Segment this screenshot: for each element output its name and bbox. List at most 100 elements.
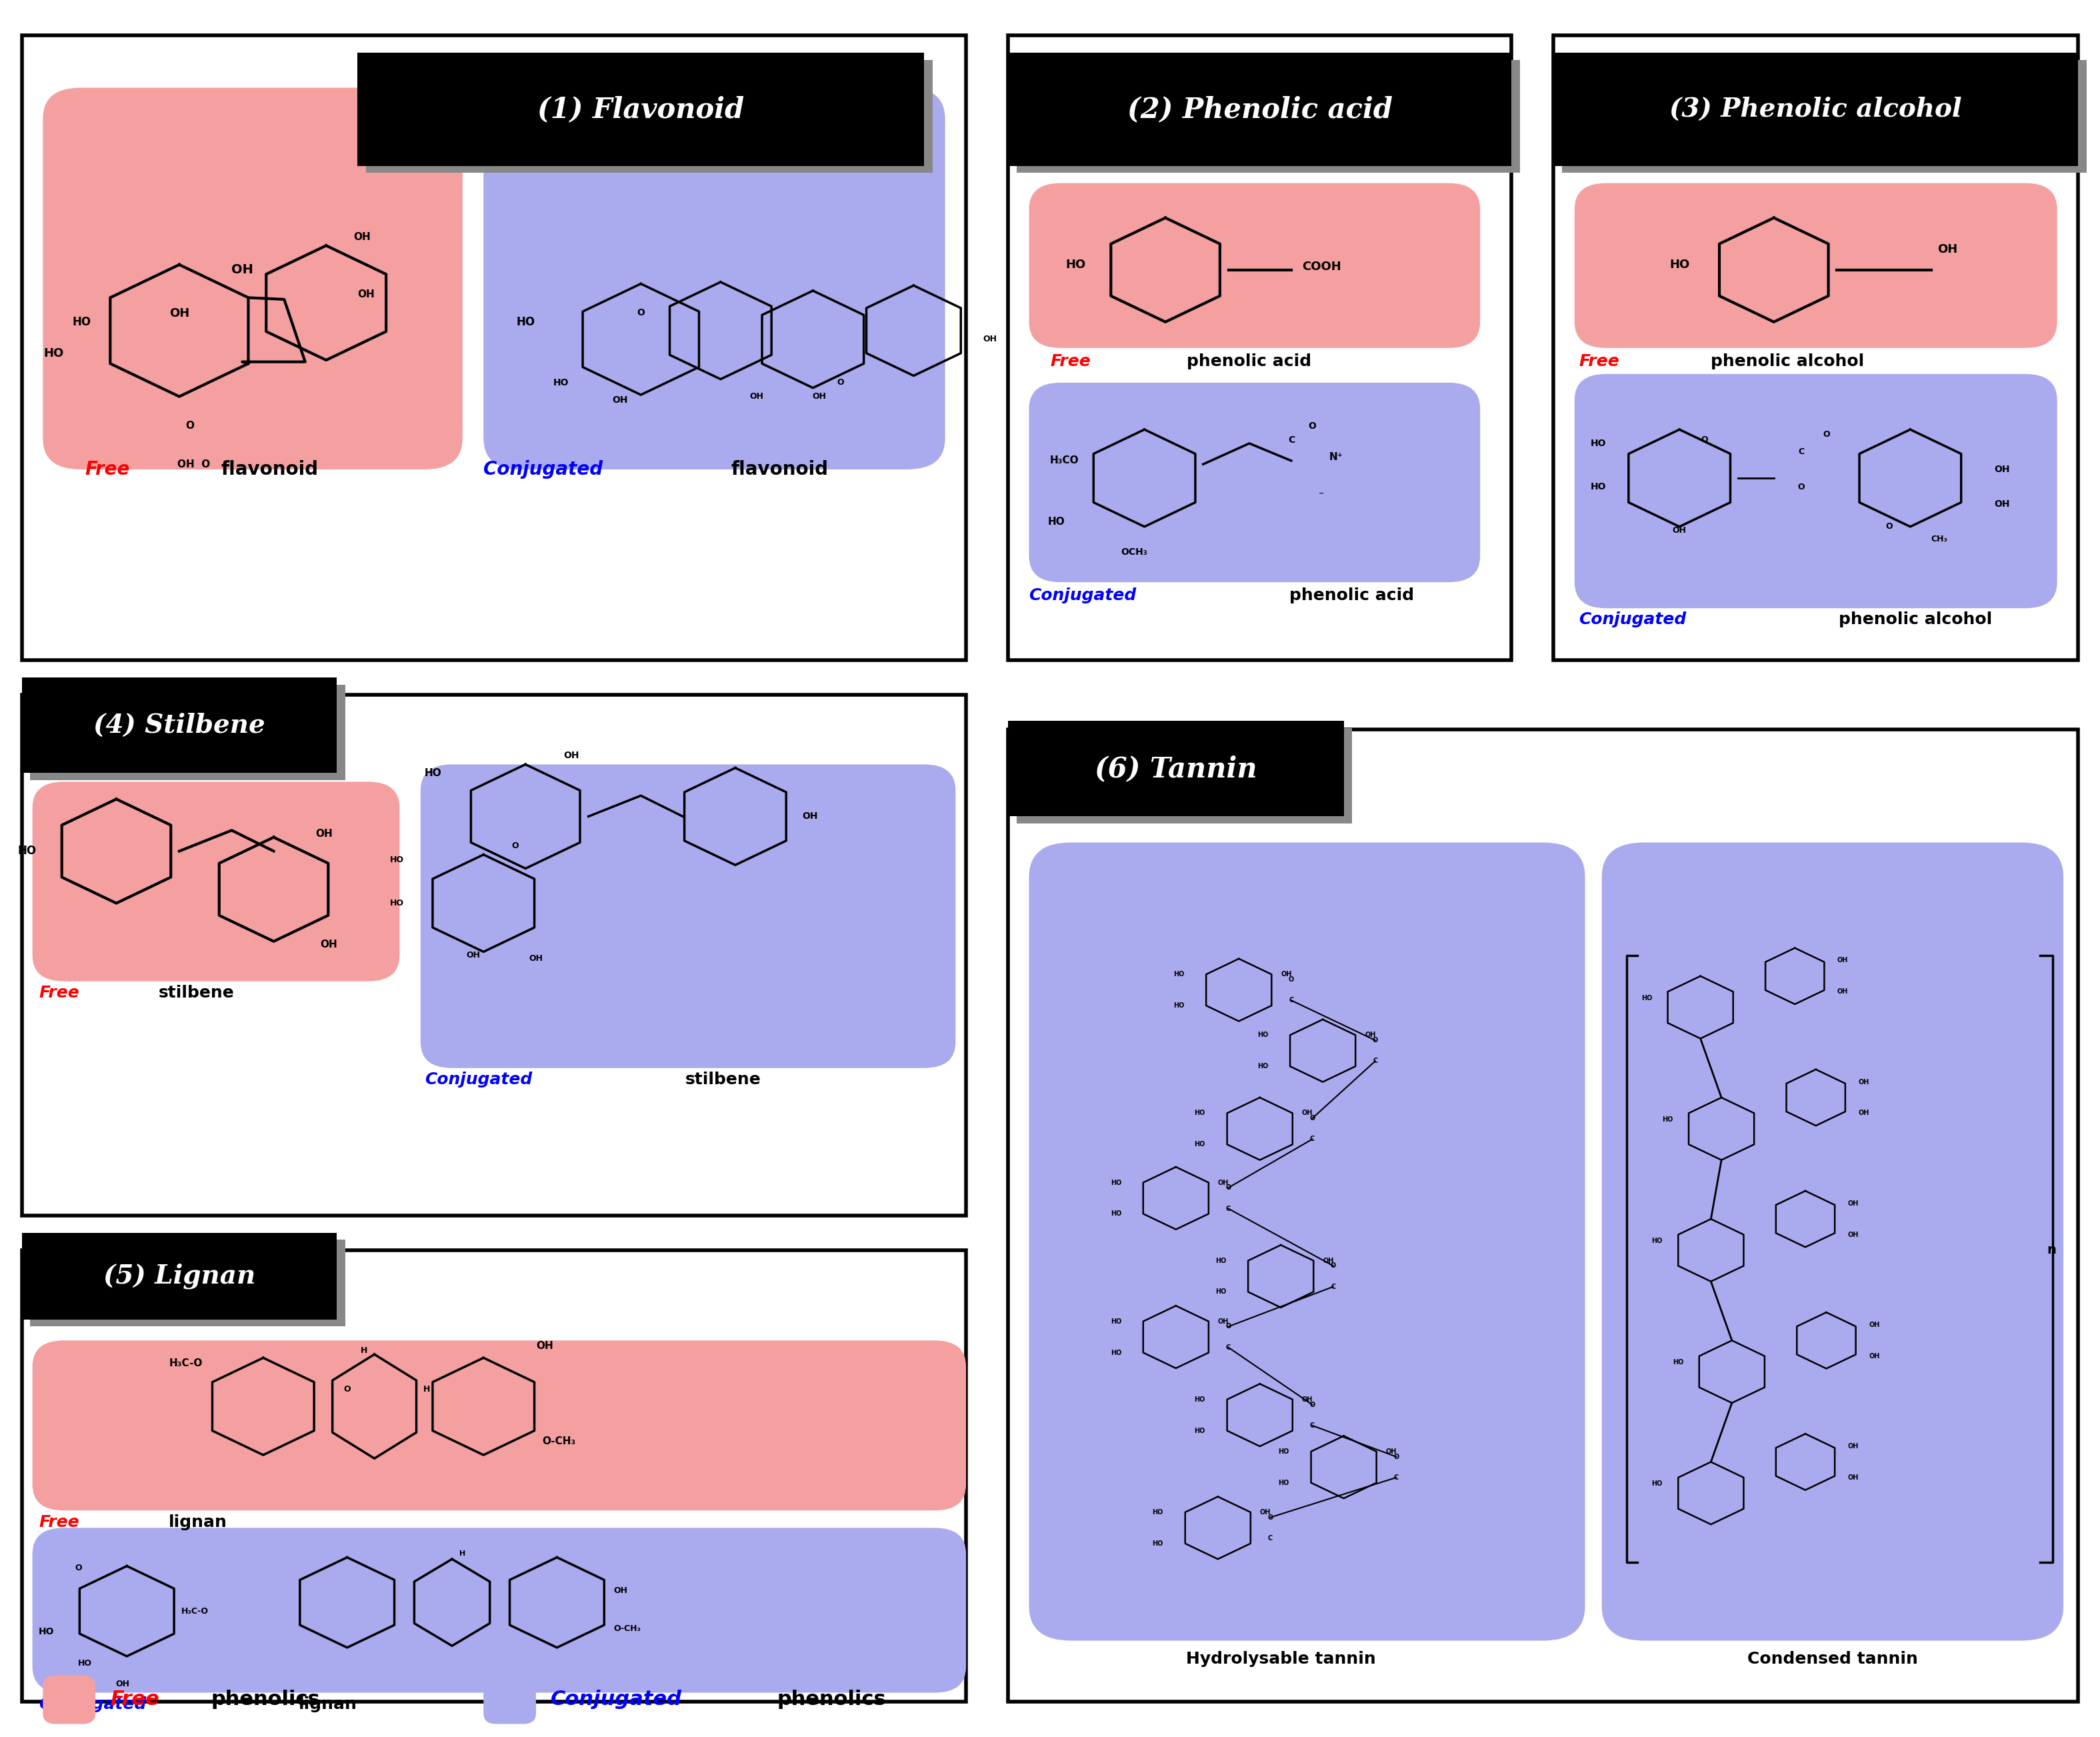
Text: HO: HO xyxy=(71,316,90,328)
Text: HO: HO xyxy=(1111,1350,1121,1357)
Text: HO: HO xyxy=(1195,1397,1205,1403)
FancyBboxPatch shape xyxy=(29,1240,344,1327)
Text: HO: HO xyxy=(1642,995,1653,1001)
Text: Free: Free xyxy=(1050,353,1090,370)
Text: phenolic alcohol: phenolic alcohol xyxy=(1840,611,1993,627)
Text: OH: OH xyxy=(1302,1110,1312,1117)
Text: OH: OH xyxy=(536,1341,552,1351)
Text: HO: HO xyxy=(1279,1449,1289,1456)
Text: HO: HO xyxy=(1048,516,1065,526)
Text: C: C xyxy=(1287,436,1296,445)
Text: OH: OH xyxy=(1302,1397,1312,1403)
Text: OH: OH xyxy=(1260,1509,1270,1516)
Text: OH: OH xyxy=(1672,526,1686,535)
Text: (2) Phenolic acid: (2) Phenolic acid xyxy=(1128,96,1392,123)
Text: H: H xyxy=(424,1384,430,1393)
Text: Free: Free xyxy=(109,1690,160,1709)
Text: Conjugated: Conjugated xyxy=(1579,611,1686,627)
FancyBboxPatch shape xyxy=(42,87,462,469)
Text: HO: HO xyxy=(1153,1509,1163,1516)
FancyBboxPatch shape xyxy=(365,59,932,172)
Text: Conjugated: Conjugated xyxy=(38,1695,147,1713)
Text: Conjugated: Conjugated xyxy=(1029,587,1136,603)
Text: HO: HO xyxy=(1216,1289,1226,1296)
Text: HO: HO xyxy=(1153,1541,1163,1548)
Text: Conjugated: Conjugated xyxy=(483,460,603,479)
Text: OH: OH xyxy=(563,750,580,761)
Text: H₃C-O: H₃C-O xyxy=(181,1607,208,1615)
Text: C: C xyxy=(1226,1344,1231,1351)
Text: flavonoid: flavonoid xyxy=(731,460,830,479)
Text: O: O xyxy=(1226,1185,1231,1192)
Text: OH: OH xyxy=(315,829,332,839)
FancyBboxPatch shape xyxy=(1575,373,2058,608)
Text: HO: HO xyxy=(391,856,403,865)
Text: phenolics: phenolics xyxy=(777,1690,886,1709)
Text: HO: HO xyxy=(1065,259,1086,271)
Text: O: O xyxy=(1331,1263,1336,1270)
Text: HO: HO xyxy=(1653,1480,1663,1487)
Text: O: O xyxy=(1268,1515,1273,1522)
Text: N⁺: N⁺ xyxy=(1329,452,1342,462)
Text: OH: OH xyxy=(466,950,481,959)
Text: O: O xyxy=(1823,431,1829,439)
Text: H: H xyxy=(361,1346,368,1355)
Text: C: C xyxy=(1226,1205,1231,1212)
Text: HO: HO xyxy=(1174,971,1184,978)
Text: HO: HO xyxy=(1663,1117,1674,1122)
Text: phenolic acid: phenolic acid xyxy=(1186,353,1310,370)
FancyBboxPatch shape xyxy=(1016,59,1520,172)
Text: ⁻: ⁻ xyxy=(1319,490,1323,500)
Text: Free: Free xyxy=(84,460,130,479)
Text: OH: OH xyxy=(1848,1443,1858,1450)
FancyBboxPatch shape xyxy=(29,684,344,780)
Text: O: O xyxy=(1289,976,1294,983)
FancyBboxPatch shape xyxy=(483,87,945,469)
Text: OH: OH xyxy=(983,335,998,344)
Text: Free: Free xyxy=(38,985,80,1001)
Text: O: O xyxy=(836,379,844,387)
Text: Condensed tannin: Condensed tannin xyxy=(1747,1650,1917,1668)
Text: phenolic alcohol: phenolic alcohol xyxy=(1712,353,1865,370)
Text: O: O xyxy=(1310,1115,1315,1122)
Text: HO: HO xyxy=(424,768,441,778)
Text: HO: HO xyxy=(1174,1002,1184,1009)
Text: HO: HO xyxy=(1111,1211,1121,1218)
Text: OH: OH xyxy=(353,233,370,241)
Text: O: O xyxy=(1701,436,1707,445)
Text: OH: OH xyxy=(1218,1318,1228,1325)
FancyBboxPatch shape xyxy=(42,1676,94,1723)
Text: OH: OH xyxy=(1386,1449,1396,1456)
FancyBboxPatch shape xyxy=(1562,59,2087,172)
Text: C: C xyxy=(1310,1423,1315,1430)
FancyBboxPatch shape xyxy=(1029,842,1586,1641)
Text: O: O xyxy=(636,307,645,318)
Text: HO: HO xyxy=(517,316,536,328)
Text: OH: OH xyxy=(813,393,825,401)
Text: OH: OH xyxy=(1281,971,1292,978)
Text: phenolic acid: phenolic acid xyxy=(1289,587,1413,603)
Text: OH: OH xyxy=(750,393,762,401)
FancyBboxPatch shape xyxy=(21,677,336,773)
Text: O: O xyxy=(1308,422,1317,431)
Text: COOH: COOH xyxy=(1302,261,1342,273)
Text: HO: HO xyxy=(1258,1063,1268,1070)
Text: OH: OH xyxy=(1858,1110,1869,1117)
Text: O: O xyxy=(185,420,193,431)
Text: HO: HO xyxy=(391,898,403,907)
Text: OH: OH xyxy=(231,264,254,276)
Text: (6) Tannin: (6) Tannin xyxy=(1094,754,1258,783)
FancyBboxPatch shape xyxy=(1016,728,1352,823)
Text: Free: Free xyxy=(38,1515,80,1530)
Text: (4) Stilbene: (4) Stilbene xyxy=(92,712,265,738)
Text: O: O xyxy=(1373,1037,1378,1044)
FancyBboxPatch shape xyxy=(21,1251,966,1701)
FancyBboxPatch shape xyxy=(1554,36,2079,660)
FancyBboxPatch shape xyxy=(1029,382,1480,582)
Text: OH: OH xyxy=(1938,243,1957,255)
Text: HO: HO xyxy=(17,846,36,856)
Text: O-CH₃: O-CH₃ xyxy=(613,1624,640,1633)
Text: OH: OH xyxy=(1858,1079,1869,1086)
FancyBboxPatch shape xyxy=(1008,730,2079,1701)
Text: HO: HO xyxy=(1653,1237,1663,1244)
